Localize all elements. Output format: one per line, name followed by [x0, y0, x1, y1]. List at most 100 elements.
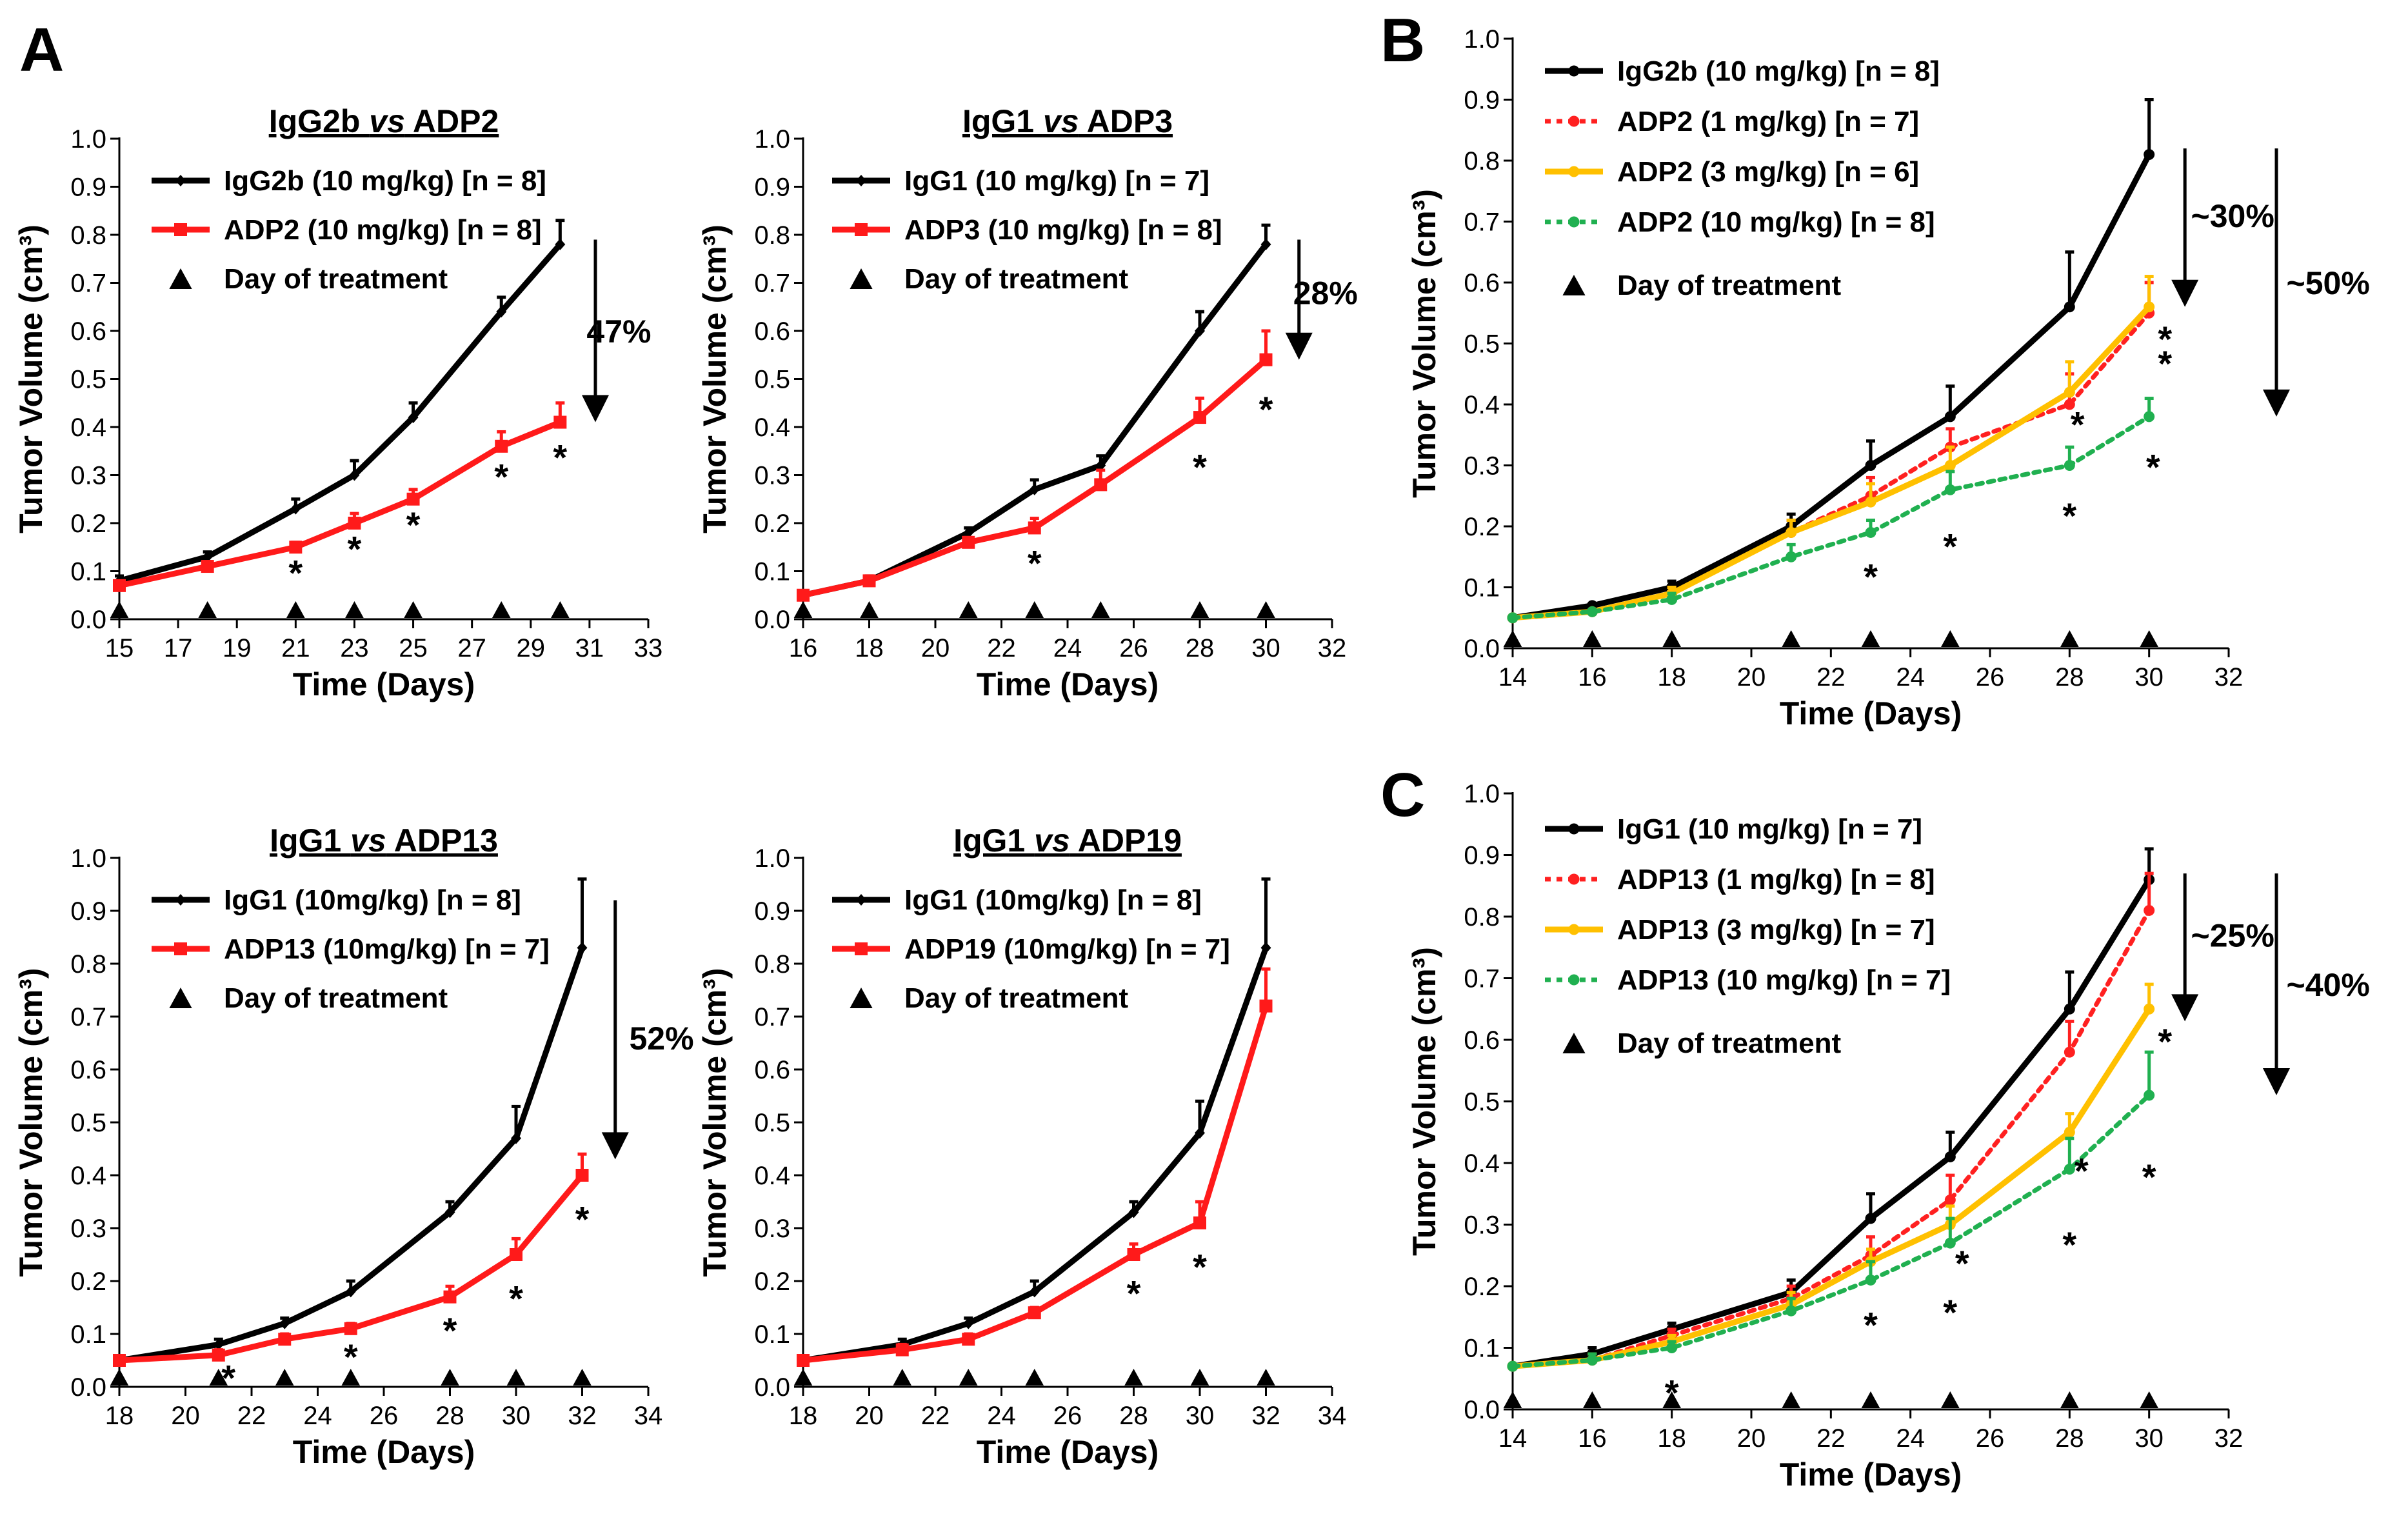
y-tick-label: 1.0 — [70, 844, 106, 873]
data-point-1 — [553, 415, 567, 429]
x-tick-label: 30 — [1251, 634, 1280, 662]
x-tick-label: 34 — [634, 1402, 663, 1430]
x-tick-label: 18 — [105, 1402, 134, 1430]
x-tick-label: 22 — [1816, 663, 1846, 691]
treatment-day-marker — [1782, 1391, 1800, 1408]
y-tick-label: 0.3 — [1464, 452, 1500, 481]
x-tick-label: 31 — [575, 634, 604, 662]
legend-marker-0 — [175, 894, 186, 906]
chart-c-tumor-volume: 0.0 0.1 0.2 0.3 0.4 0.5 0.6 0.7 0.8 0.9 1.0 14 16 18 2… — [1406, 780, 2370, 1493]
x-tick-label: 32 — [1318, 634, 1347, 662]
legend-treatment-label: Day of treatment — [1617, 270, 1842, 301]
reduction-arrow-head — [1285, 332, 1313, 360]
treatment-day-marker — [441, 1369, 459, 1386]
y-tick-label: 0.1 — [1464, 1335, 1500, 1363]
legend-label-0: IgG1 (10mg/kg) [n = 8] — [224, 884, 521, 916]
data-point-1 — [1127, 1248, 1140, 1261]
legend-treatment-label: Day of treatment — [904, 982, 1129, 1014]
treatment-day-marker — [275, 1369, 294, 1386]
x-tick-label: 18 — [855, 634, 884, 662]
data-point-0 — [1029, 1286, 1040, 1298]
treatment-day-marker — [1503, 1391, 1522, 1408]
data-point-0 — [202, 551, 213, 563]
data-point-3 — [2064, 1164, 2075, 1175]
data-point-3 — [1507, 612, 1518, 624]
x-tick-label: 26 — [1119, 634, 1148, 662]
legend-marker-0 — [856, 175, 866, 186]
chart-title: IgG2b vs ADP2 — [269, 103, 499, 139]
x-tick-label: 21 — [281, 634, 310, 662]
data-point-1 — [2064, 1046, 2075, 1058]
y-tick-label: 1.0 — [754, 125, 790, 154]
data-point-3 — [1666, 593, 1678, 605]
data-point-0 — [2144, 149, 2155, 161]
legend-marker-1 — [1568, 873, 1580, 885]
data-point-1 — [278, 1333, 292, 1346]
treatment-day-marker — [1025, 601, 1044, 618]
reduction-arrow-0-head — [2171, 279, 2199, 307]
data-point-0 — [1029, 483, 1040, 495]
chart-title: IgG1 vs ADP3 — [962, 103, 1173, 139]
y-axis-title: Tumor Volume (cm³) — [1406, 189, 1442, 498]
y-tick-label: 0.6 — [1464, 269, 1500, 297]
data-point-1 — [406, 492, 420, 506]
reduction-arrow-1-head — [2263, 1068, 2290, 1095]
significance-star: * — [1864, 1304, 1878, 1345]
treatment-day-marker — [110, 601, 129, 618]
y-tick-label: 0.4 — [1464, 1149, 1500, 1178]
legend-treatment-icon — [169, 988, 192, 1008]
x-tick-label: 26 — [1976, 1424, 2005, 1453]
treatment-day-marker — [2060, 630, 2079, 647]
panel-label-a: A — [19, 15, 64, 84]
x-tick-label: 24 — [1896, 1424, 1925, 1453]
series-line-2 — [1509, 1006, 2153, 1369]
y-tick-label: 0.7 — [1464, 208, 1500, 237]
data-point-3 — [1786, 551, 1797, 562]
legend-marker-1 — [855, 223, 868, 236]
treatment-day-marker — [1190, 601, 1209, 618]
data-point-3 — [2144, 411, 2155, 422]
treatment-day-marker — [198, 601, 217, 618]
y-tick-label: 0.3 — [1464, 1211, 1500, 1240]
data-point-0 — [496, 306, 507, 318]
legend-label-2: ADP2 (3 mg/kg) [n = 6] — [1617, 156, 1919, 188]
y-tick-label: 1.0 — [754, 844, 790, 873]
y-tick-label: 0.3 — [754, 462, 790, 490]
y-tick-label: 0.9 — [754, 174, 790, 202]
data-point-1 — [510, 1248, 522, 1261]
treatment-day-marker — [1190, 1369, 1209, 1386]
significance-star: * — [2158, 343, 2172, 384]
legend-marker-0 — [1568, 65, 1580, 77]
legend-label-0: IgG2b (10 mg/kg) [n = 8] — [224, 165, 546, 197]
treatment-day-marker — [1583, 630, 1602, 647]
data-point-1 — [344, 1322, 357, 1335]
x-axis-title: Time (Days) — [293, 1434, 475, 1470]
legend-label-1: ADP3 (10 mg/kg) [n = 8] — [904, 214, 1222, 246]
significance-star: * — [575, 1199, 590, 1240]
data-point-0 — [1260, 238, 1271, 250]
legend-treatment-icon — [850, 988, 873, 1008]
data-point-0 — [2064, 1003, 2075, 1015]
x-tick-label: 22 — [237, 1402, 266, 1430]
y-tick-label: 0.8 — [1464, 147, 1500, 175]
series-line-3 — [1510, 414, 2152, 621]
y-axis-title: Tumor Volume (cm³) — [697, 968, 733, 1277]
treatment-day-marker — [1091, 601, 1110, 618]
data-point-1 — [1193, 1216, 1206, 1229]
treatment-day-marker — [1861, 1391, 1880, 1408]
reduction-arrow-head — [582, 395, 609, 422]
treatment-day-marker — [893, 1369, 912, 1386]
data-point-0 — [290, 502, 301, 515]
y-tick-label: 0.9 — [70, 174, 106, 202]
data-point-2 — [1786, 526, 1797, 538]
significance-star: * — [1955, 1243, 1969, 1284]
y-tick-label: 0.4 — [754, 1162, 790, 1190]
legend-label-1: ADP19 (10mg/kg) [n = 7] — [904, 933, 1230, 965]
treatment-day-marker — [1025, 1369, 1044, 1386]
data-point-3 — [1865, 526, 1876, 538]
y-tick-label: 0.2 — [1464, 1273, 1500, 1301]
data-point-3 — [1586, 1355, 1598, 1366]
x-tick-label: 23 — [340, 634, 369, 662]
data-point-0 — [1195, 325, 1205, 337]
